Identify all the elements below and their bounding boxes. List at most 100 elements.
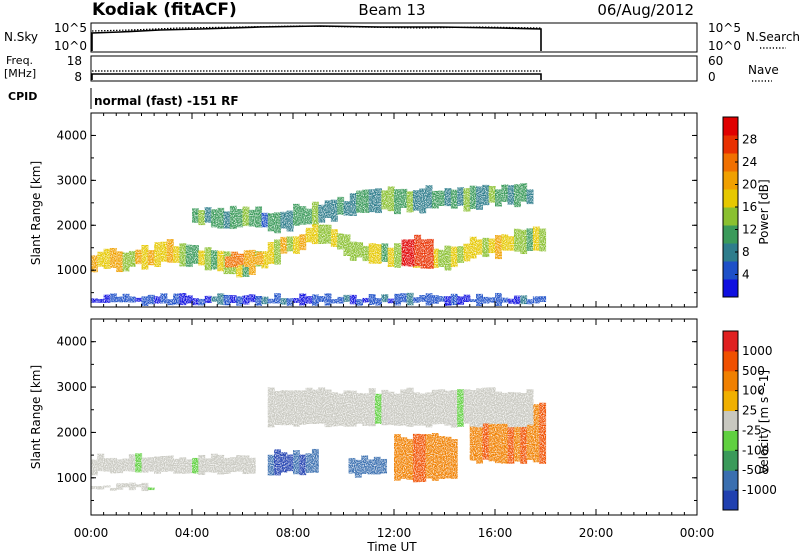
echo-cell: [444, 390, 452, 426]
echo-cell: [343, 294, 351, 302]
echo-cell: [204, 207, 212, 223]
colorbar-tick-label: 8: [742, 245, 750, 259]
echo-cell: [248, 209, 256, 227]
echo-cell: [520, 406, 528, 464]
time-axis: 00:00 04:00 08:00 12:00 16:00 20:00 00:00: [74, 526, 715, 540]
echo-cell: [463, 243, 471, 262]
echo-cell: [425, 293, 433, 306]
echo-cell: [539, 402, 547, 464]
echo-cell: [532, 226, 540, 251]
colorbar-swatch: [723, 153, 738, 172]
echo-cell: [400, 389, 408, 426]
echo-cell: [375, 244, 382, 264]
echo-cell: [293, 203, 300, 226]
echo-cell: [267, 242, 275, 265]
echo-cell: [438, 249, 446, 267]
echo-cell: [444, 245, 452, 271]
colorbar-tick-label: 24: [742, 155, 757, 169]
echo-cell: [198, 454, 206, 475]
echo-cell: [513, 392, 521, 427]
echo-cell: [122, 252, 130, 272]
echo-cell: [337, 393, 345, 426]
colorbar-tick-label: -100: [742, 443, 769, 457]
echo-cell: [495, 391, 502, 424]
echo-cell: [362, 245, 370, 262]
colorbar-tick-label: 500: [742, 364, 765, 378]
echo-cell: [419, 393, 427, 426]
echo-cell: [526, 389, 534, 425]
echo-cell: [305, 208, 313, 225]
echo-cell: [210, 250, 218, 270]
echo-cell: [450, 293, 458, 306]
echo-cell: [469, 236, 477, 259]
echo-cell: [210, 453, 218, 473]
echo-cell: [166, 299, 174, 306]
echo-cell: [236, 257, 244, 278]
echo-cell: [103, 294, 111, 303]
time-tick-label: 04:00: [175, 526, 210, 540]
echo-cell: [431, 433, 439, 481]
nsky-tick-top: 10^5: [54, 21, 87, 35]
colorbar-swatch: [723, 243, 738, 262]
echo-cell: [116, 459, 124, 474]
echo-cell: [444, 188, 452, 207]
echo-cell: [400, 188, 408, 208]
colorbar-swatch: [723, 490, 738, 511]
echo-cell: [330, 392, 338, 427]
echo-cell: [274, 391, 281, 425]
echo-cell: [507, 405, 515, 464]
echo-cell: [488, 402, 496, 462]
echo-cell: [185, 459, 193, 474]
y-tick-label: 2000: [56, 218, 87, 232]
echo-cell: [450, 439, 458, 479]
echo-cell: [267, 298, 275, 304]
echo-cell: [501, 184, 509, 202]
echo-cell: [243, 250, 251, 268]
velocity-ylabel: Slant Range [km]: [29, 365, 43, 469]
echo-cell: [469, 299, 477, 303]
echo-cell: [375, 393, 382, 424]
echo-cell: [256, 251, 264, 265]
echo-cell: [488, 238, 496, 254]
echo-cell: [394, 189, 401, 215]
colorbar-tick-label: 16: [742, 200, 757, 214]
echo-cell: [261, 296, 269, 305]
echo-cell: [457, 389, 465, 427]
echo-cell: [173, 458, 180, 474]
echo-cell: [280, 211, 288, 229]
echo-cell: [160, 241, 168, 262]
echo-cell: [116, 296, 124, 303]
echo-cell: [223, 211, 231, 229]
echo-cell: [343, 201, 351, 216]
echo-cell: [324, 224, 332, 244]
colorbar-swatch: [723, 225, 738, 244]
colorbar-swatch: [723, 117, 738, 136]
colorbar-swatch: [723, 430, 738, 451]
echo-cell: [419, 188, 427, 214]
echo-cell: [368, 294, 376, 305]
echo-cell: [507, 298, 515, 304]
freq-tick-top: 18: [67, 54, 82, 68]
echo-cell: [255, 206, 263, 228]
power-axes: 4000 3000 2000 1000: [56, 113, 698, 307]
y-tick-label: 4000: [56, 335, 87, 349]
echo-cell: [305, 453, 313, 473]
echo-cell: [495, 292, 502, 306]
echo-cell: [406, 292, 414, 306]
echo-cell: [463, 294, 471, 303]
echo-cell: [361, 455, 369, 474]
freq-unit: [MHz]: [4, 67, 36, 80]
echo-cell: [406, 387, 414, 427]
echo-cell: [311, 448, 319, 473]
echo-cell: [406, 438, 414, 480]
echo-cell: [507, 236, 515, 251]
colorbar-swatch: [723, 450, 738, 471]
echo-cell: [394, 434, 401, 481]
echo-cell: [324, 200, 332, 218]
echo-cell: [412, 433, 420, 483]
echo-cell: [160, 293, 168, 304]
echo-cell: [135, 249, 143, 265]
echo-cell: [311, 294, 319, 306]
nsky-trace: [91, 25, 542, 51]
echo-cell: [476, 388, 483, 428]
